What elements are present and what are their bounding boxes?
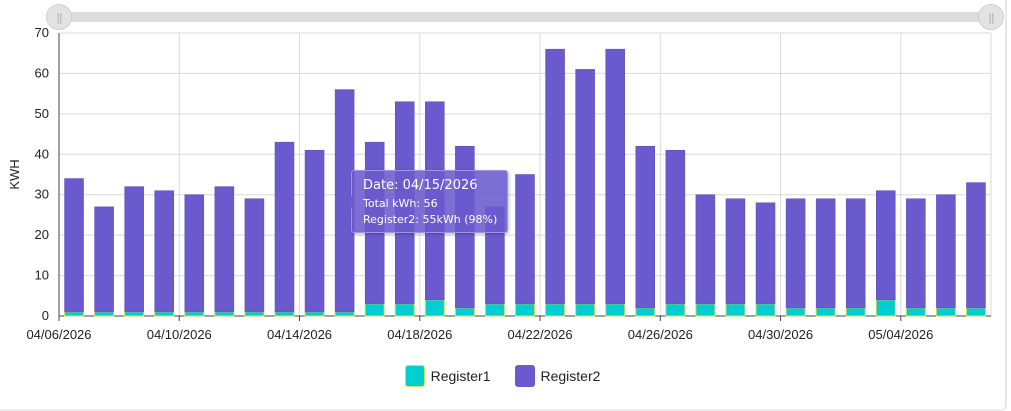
bar-register2 — [184, 194, 205, 313]
bar-register2 — [936, 194, 956, 309]
x-tick-label: 04/26/2026 — [628, 327, 693, 342]
legend-item-register2[interactable]: Register2 — [514, 365, 601, 387]
bar-register2 — [845, 198, 866, 309]
legend-label-register2: Register2 — [540, 368, 601, 384]
bar-register1 — [575, 303, 596, 317]
bar-register1 — [214, 311, 235, 317]
bar-register1 — [274, 311, 295, 317]
bar-register1 — [364, 303, 385, 317]
bar-register1 — [785, 307, 806, 317]
bar-register2 — [785, 198, 806, 309]
tooltip-register2: Register2: 55kWh (98%) — [363, 213, 498, 226]
x-tick-label: 04/14/2026 — [267, 327, 332, 342]
bar-register1 — [64, 311, 85, 317]
legend-swatch-register1 — [404, 365, 425, 387]
bar-register1 — [545, 303, 566, 317]
bar-register2 — [725, 198, 746, 305]
grip-icon: || — [988, 10, 995, 24]
bar-register2 — [906, 198, 926, 309]
bar-register2 — [605, 48, 625, 305]
chart-legend: Register1 Register2 — [0, 362, 1005, 390]
bar-register1 — [845, 307, 866, 317]
bar-register2 — [154, 190, 174, 313]
y-tick-label: 60 — [35, 65, 49, 80]
bar-register1 — [755, 303, 776, 317]
bar-register1 — [605, 303, 626, 317]
bar-register1 — [394, 303, 415, 317]
bar-register1 — [965, 307, 986, 317]
bar-register1 — [484, 303, 505, 317]
y-tick-label: 30 — [35, 187, 49, 202]
bar-register1 — [695, 303, 716, 317]
range-slider-right-handle[interactable]: || — [978, 4, 1004, 30]
bar-register2 — [755, 202, 776, 305]
bar-register2 — [515, 174, 535, 305]
bar-register2 — [304, 149, 325, 313]
bar-register1 — [875, 299, 896, 317]
x-tick-label: 04/22/2026 — [507, 327, 572, 342]
bar-register1 — [665, 303, 686, 317]
range-slider-track[interactable] — [60, 12, 992, 22]
bar-register2 — [665, 149, 686, 305]
bar-register2 — [815, 198, 836, 309]
bar-register2 — [64, 178, 84, 313]
bar-register1 — [725, 303, 746, 317]
y-tick-label: 70 — [35, 25, 49, 40]
bar-register1 — [244, 311, 265, 317]
x-tick-label: 04/10/2026 — [147, 327, 212, 342]
bar-register1 — [184, 311, 205, 317]
x-tick-label: 05/04/2026 — [868, 327, 933, 342]
y-tick-label: 10 — [35, 268, 49, 283]
bar-register1 — [334, 311, 355, 317]
y-tick-label: 20 — [35, 227, 49, 242]
bar-register2 — [244, 198, 265, 313]
bar-register2 — [966, 182, 986, 309]
chart-tooltip: Date: 04/15/2026 Total kWh: 56 Register2… — [345, 170, 508, 233]
y-tick-label: 0 — [42, 308, 49, 323]
bar-register2 — [695, 194, 716, 305]
grip-icon: || — [56, 10, 63, 24]
range-slider-left-handle[interactable]: || — [46, 4, 72, 30]
bar-register1 — [515, 303, 535, 317]
bar-register1 — [124, 311, 145, 317]
legend-label-register1: Register1 — [430, 368, 491, 384]
y-axis-title: KWH — [7, 159, 22, 189]
bar-register1 — [905, 307, 926, 317]
bar-register2 — [274, 141, 295, 313]
bar-register1 — [154, 311, 175, 317]
x-tick-label: 04/06/2026 — [26, 327, 91, 342]
bar-register2 — [575, 69, 595, 305]
legend-item-register1[interactable]: Register1 — [404, 365, 491, 387]
y-tick-label: 50 — [35, 106, 49, 121]
legend-swatch-register2 — [514, 365, 535, 387]
bar-register1 — [424, 299, 445, 317]
bar-register1 — [635, 307, 656, 317]
tooltip-total: Total kWh: 56 — [363, 197, 438, 210]
bar-register1 — [815, 307, 836, 317]
bar-register2 — [94, 206, 114, 313]
bar-register2 — [876, 190, 896, 301]
x-tick-label: 04/30/2026 — [748, 327, 813, 342]
y-tick-label: 40 — [35, 146, 49, 161]
tooltip-date: Date: 04/15/2026 — [363, 178, 478, 193]
bar-register1 — [454, 307, 475, 317]
bar-register2 — [545, 48, 565, 305]
bar-register1 — [304, 311, 325, 317]
bar-register1 — [94, 311, 115, 317]
bar-register2 — [124, 186, 144, 313]
bar-register2 — [635, 145, 656, 309]
tooltip-arrow — [345, 195, 352, 209]
x-tick-label: 04/18/2026 — [387, 327, 452, 342]
bar-register1 — [935, 307, 956, 317]
bar-register2 — [214, 186, 235, 313]
